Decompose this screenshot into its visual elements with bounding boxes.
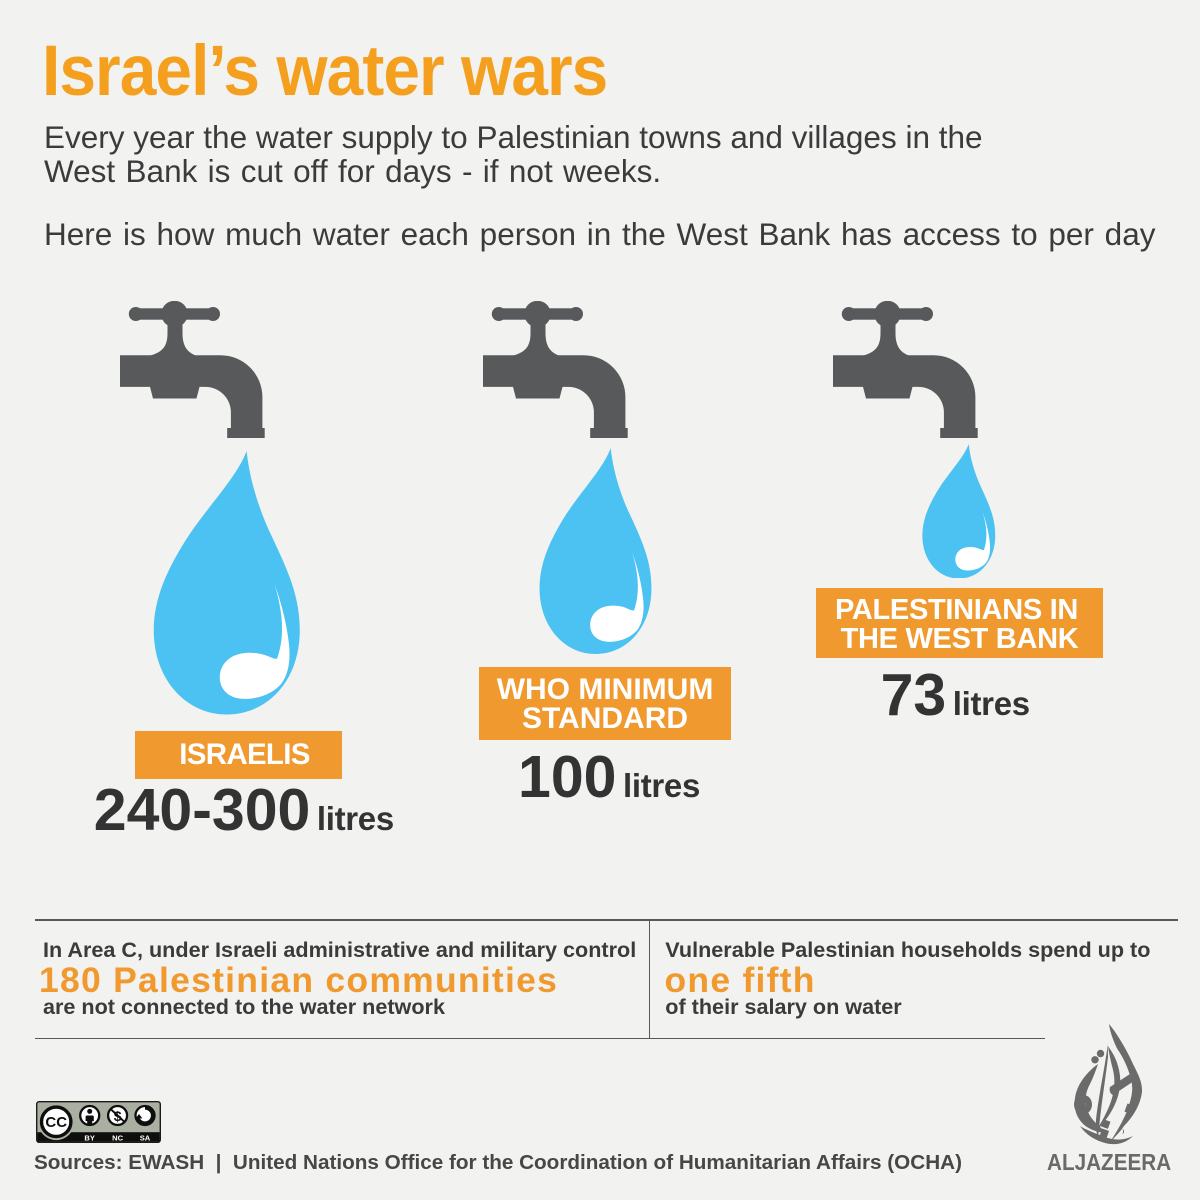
- svg-text:SA: SA: [140, 1134, 151, 1143]
- svg-text:NC: NC: [112, 1134, 123, 1143]
- svg-text:CC: CC: [45, 1114, 67, 1131]
- svg-text:BY: BY: [84, 1134, 95, 1143]
